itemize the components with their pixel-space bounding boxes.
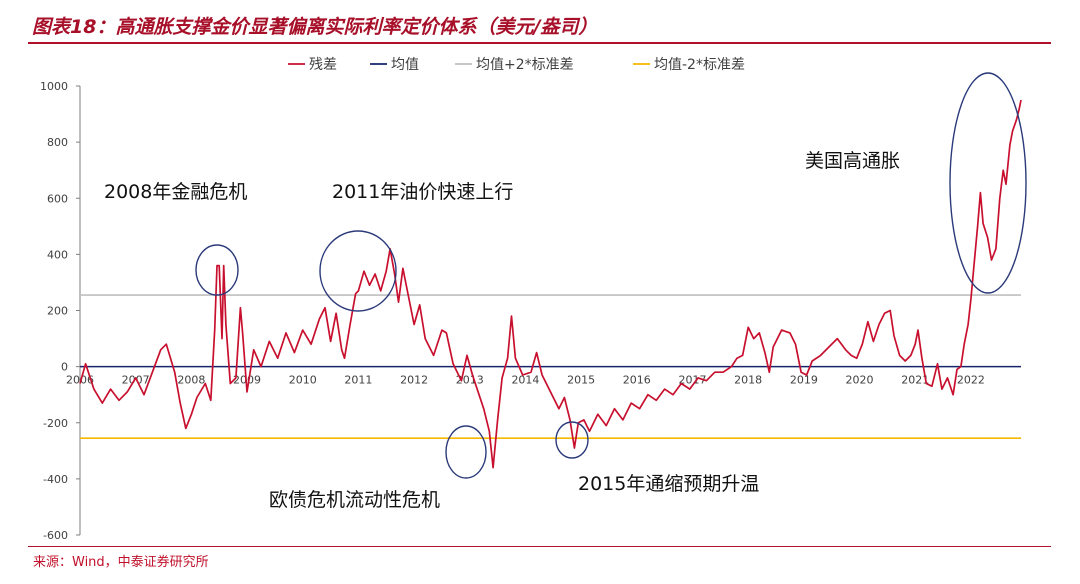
x-tick-label: 2012 (400, 374, 428, 387)
y-tick-label: 600 (47, 192, 68, 205)
legend-label: 均值+2*标准差 (476, 57, 574, 73)
source-note: 来源：Wind，中泰证券研究所 (33, 555, 209, 570)
x-tick-label: 2016 (623, 374, 651, 387)
highlight-circle (319, 230, 397, 312)
y-tick-label: 200 (47, 305, 68, 318)
annotation-2008-crisis: 2008年金融危机 (104, 181, 247, 203)
highlight-circle (555, 421, 589, 459)
chart-footer: 来源：Wind，中泰证券研究所 (28, 546, 1051, 570)
y-tick-label: 800 (47, 136, 68, 149)
annotation-2011-oil: 2011年油价快速上行 (332, 181, 513, 203)
highlight-circle (445, 425, 487, 479)
chart-axes: -600 -400 -200 0 200 400 600 800 1000 2006 2007 200… (40, 80, 985, 542)
y-tick-label: 0 (61, 361, 68, 374)
highlight-circle (949, 72, 1027, 294)
x-tick-label: 2013 (456, 374, 484, 387)
x-tick-label: 2021 (901, 374, 929, 387)
header-divider (28, 42, 1051, 44)
x-tick-label: 2019 (790, 374, 818, 387)
legend-label: 残差 (309, 57, 337, 73)
x-tick-label: 2006 (66, 374, 94, 387)
y-tick-label: 1000 (40, 80, 68, 93)
x-tick-label: 2015 (567, 374, 595, 387)
x-tick-label: 2020 (846, 374, 874, 387)
footer-divider (28, 546, 1051, 547)
line-chart: 残差 均值 均值+2*标准差 均值-2*标准差 -600 -400 -200 0 200 400… (40, 57, 1027, 542)
y-tick-label: -200 (43, 417, 68, 430)
x-tick-label: 2017 (678, 374, 706, 387)
legend-label: 均值-2*标准差 (654, 57, 745, 73)
y-tick-label: -400 (43, 473, 68, 486)
chart-legend: 残差 均值 均值+2*标准差 均值-2*标准差 (288, 57, 745, 73)
annotation-us-inflation: 美国高通胀 (805, 150, 900, 172)
chart-title: 图表18：高通胀支撑金价显著偏离实际利率定价体系（美元/盎司） (32, 16, 598, 38)
x-tick-label: 2008 (177, 374, 205, 387)
x-tick-label: 2009 (233, 374, 261, 387)
x-tick-label: 2022 (957, 374, 985, 387)
residual-series-line (79, 99, 1022, 469)
y-tick-label: 400 (47, 248, 68, 261)
y-tick-label: -600 (43, 529, 68, 542)
annotation-2015-deflation: 2015年通缩预期升温 (578, 473, 759, 495)
annotation-euro-debt: 欧债危机流动性危机 (269, 489, 440, 511)
x-tick-label: 2011 (344, 374, 372, 387)
x-tick-label: 2014 (511, 374, 539, 387)
legend-label: 均值 (391, 57, 419, 73)
x-tick-label: 2018 (734, 374, 762, 387)
highlight-circle (195, 244, 239, 296)
x-tick-label: 2010 (289, 374, 317, 387)
plot-area (79, 99, 1022, 469)
chart-header: 图表18：高通胀支撑金价显著偏离实际利率定价体系（美元/盎司） (0, 0, 1080, 44)
x-tick-label: 2007 (122, 374, 150, 387)
